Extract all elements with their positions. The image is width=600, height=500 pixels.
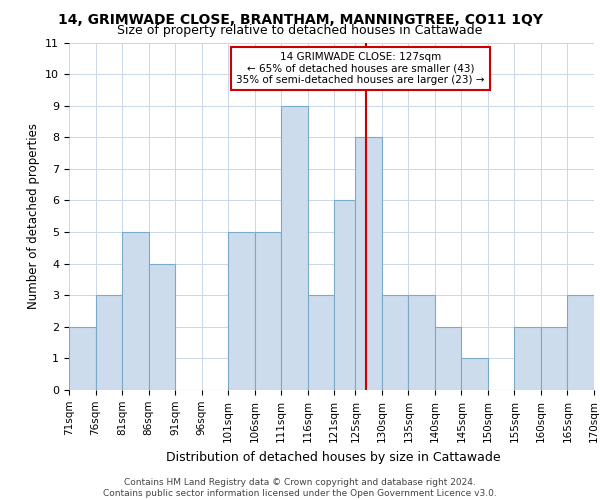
Bar [355, 138, 382, 390]
Bar [514, 327, 541, 390]
Bar [69, 327, 95, 390]
Text: 14 GRIMWADE CLOSE: 127sqm
← 65% of detached houses are smaller (43)
35% of semi-: 14 GRIMWADE CLOSE: 127sqm ← 65% of detac… [236, 52, 485, 85]
Bar [228, 232, 254, 390]
Text: Distribution of detached houses by size in Cattawade: Distribution of detached houses by size … [166, 451, 500, 464]
Bar [461, 358, 488, 390]
Bar [122, 232, 149, 390]
Bar [95, 295, 122, 390]
Bar [334, 200, 355, 390]
Bar [409, 295, 435, 390]
Bar [308, 295, 334, 390]
Bar [541, 327, 568, 390]
Text: Contains HM Land Registry data © Crown copyright and database right 2024.
Contai: Contains HM Land Registry data © Crown c… [103, 478, 497, 498]
Bar [149, 264, 175, 390]
Bar [435, 327, 461, 390]
Text: 14, GRIMWADE CLOSE, BRANTHAM, MANNINGTREE, CO11 1QY: 14, GRIMWADE CLOSE, BRANTHAM, MANNINGTRE… [58, 12, 542, 26]
Bar [281, 106, 308, 390]
Bar [254, 232, 281, 390]
Text: Size of property relative to detached houses in Cattawade: Size of property relative to detached ho… [118, 24, 482, 37]
Bar [568, 295, 594, 390]
Y-axis label: Number of detached properties: Number of detached properties [27, 123, 40, 309]
Bar [382, 295, 409, 390]
